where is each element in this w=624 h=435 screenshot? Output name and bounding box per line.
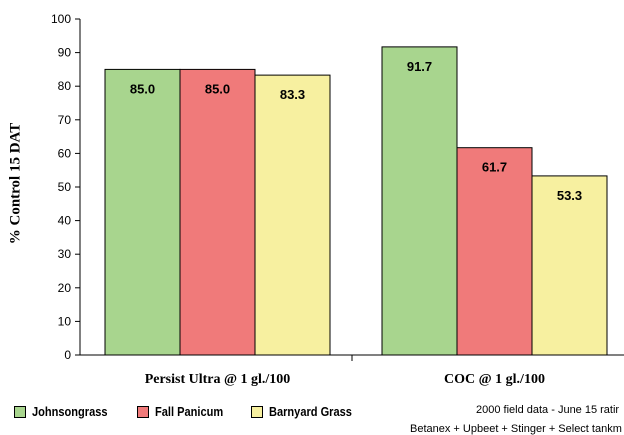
data-labels: 85.0 85.0 83.3 91.7 61.7 53.3 [130, 59, 582, 203]
y-axis-title: % Control 15 DAT [7, 122, 24, 245]
legend-swatch-barnyard-grass [251, 405, 264, 418]
bar-barnyard-grass [254, 74, 331, 356]
data-label: 85.0 [130, 81, 155, 96]
y-tick-label: 30 [58, 247, 72, 261]
y-tick-label: 90 [58, 46, 72, 60]
legend-label-johnsongrass: Johnsongrass [32, 404, 108, 419]
x-category-label: Persist Ultra @ 1 gl./100 [145, 372, 291, 387]
data-label: 91.7 [407, 59, 432, 74]
bar-johnsongrass [381, 46, 458, 356]
bar-fall-panicum [456, 147, 533, 356]
legend-item-johnsongrass: Johnsongrass [14, 404, 121, 419]
legend-item-fall-panicum: Fall Panicum [136, 404, 235, 419]
y-tick-label: 70 [58, 113, 72, 127]
legend-swatch-johnsongrass [14, 405, 26, 418]
data-label: 83.3 [280, 87, 305, 102]
bars [104, 46, 608, 356]
y-tick-label: 80 [58, 79, 72, 93]
legend-swatch-fall-panicum [136, 405, 149, 418]
bar-johnsongrass [104, 68, 181, 356]
legend-label-fall-panicum: Fall Panicum [154, 404, 224, 419]
y-tick-label: 20 [58, 281, 72, 295]
y-tick-label: 100 [51, 12, 71, 26]
y-tick-label: 0 [64, 348, 71, 362]
y-tick-label: 10 [58, 314, 72, 328]
y-axis: 0 10 20 30 40 50 60 70 80 90 100 [51, 12, 624, 362]
data-label: 61.7 [482, 160, 507, 175]
bar-barnyard-grass [531, 175, 608, 356]
data-label: 85.0 [205, 81, 230, 96]
x-axis-categories: Persist Ultra @ 1 gl./100 COC @ 1 gl./100 [145, 355, 545, 387]
data-label: 53.3 [557, 188, 582, 203]
footnote-date: 2000 field data - June 15 ratir [476, 404, 620, 416]
legend: Johnsongrass Fall Panicum Barnyard Grass [14, 404, 383, 419]
y-tick-label: 40 [58, 214, 72, 228]
footnote-tankmix: Betanex + Upbeet + Stinger + Select tank… [410, 423, 622, 435]
y-tick-label: 60 [58, 146, 72, 160]
x-category-label: COC @ 1 gl./100 [444, 372, 545, 387]
legend-label-barnyard-grass: Barnyard Grass [269, 404, 352, 419]
y-tick-label: 50 [58, 180, 72, 194]
bar-fall-panicum [179, 68, 256, 356]
legend-item-barnyard-grass: Barnyard Grass [251, 404, 367, 419]
